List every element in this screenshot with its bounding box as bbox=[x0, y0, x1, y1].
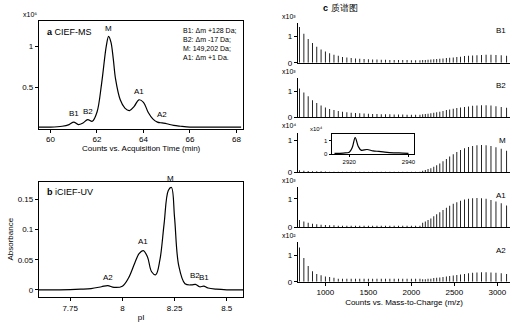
svg-text:x10⁴: x10⁴ bbox=[310, 126, 323, 132]
svg-text:1: 1 bbox=[288, 32, 293, 41]
svg-text:0: 0 bbox=[324, 151, 328, 157]
svg-text:2500: 2500 bbox=[445, 288, 463, 297]
svg-text:b iCIEF-UV: b iCIEF-UV bbox=[47, 187, 93, 197]
svg-text:1: 1 bbox=[288, 195, 293, 204]
svg-text:x10²: x10² bbox=[282, 232, 296, 239]
svg-text:0: 0 bbox=[29, 286, 34, 295]
svg-text:1: 1 bbox=[288, 87, 293, 96]
svg-text:M: M bbox=[499, 136, 506, 145]
svg-text:Counts vs. Acquisition Time (m: Counts vs. Acquisition Time (min) bbox=[82, 144, 201, 153]
svg-text:pI: pI bbox=[138, 313, 145, 322]
svg-text:1000: 1000 bbox=[316, 288, 334, 297]
svg-text:M: M bbox=[105, 24, 112, 33]
svg-text:66: 66 bbox=[186, 135, 195, 144]
svg-text:2000: 2000 bbox=[402, 288, 420, 297]
svg-text:M: M bbox=[167, 174, 174, 183]
svg-text:62: 62 bbox=[93, 135, 102, 144]
svg-text:B2: B2 bbox=[83, 107, 93, 116]
svg-text:x10⁶: x10⁶ bbox=[23, 11, 37, 18]
svg-text:0: 0 bbox=[288, 223, 293, 232]
svg-text:B1: Δm +128 Da;B2: Δm -17 Da;M: B1: Δm +128 Da;B2: Δm -17 Da;M: 149,202 … bbox=[183, 27, 237, 61]
svg-text:A2: A2 bbox=[496, 246, 506, 255]
svg-text:B1: B1 bbox=[199, 273, 209, 282]
svg-text:B2: B2 bbox=[496, 81, 506, 90]
svg-text:0: 0 bbox=[288, 113, 293, 122]
svg-text:1: 1 bbox=[288, 136, 293, 145]
svg-text:2940: 2940 bbox=[402, 159, 416, 165]
svg-text:0: 0 bbox=[288, 278, 293, 287]
svg-text:B1: B1 bbox=[496, 26, 506, 35]
svg-text:c 质谱图: c 质谱图 bbox=[323, 3, 358, 13]
svg-text:x10³: x10³ bbox=[282, 13, 296, 20]
svg-text:x10³: x10³ bbox=[282, 68, 296, 75]
svg-text:64: 64 bbox=[139, 135, 148, 144]
svg-text:8.5: 8.5 bbox=[221, 304, 233, 313]
svg-text:A1: A1 bbox=[134, 87, 144, 96]
svg-text:0.05: 0.05 bbox=[18, 256, 34, 265]
svg-text:0: 0 bbox=[288, 168, 293, 177]
svg-text:1: 1 bbox=[324, 138, 328, 144]
svg-text:B1: B1 bbox=[69, 109, 79, 118]
svg-text:A2: A2 bbox=[157, 110, 167, 119]
svg-text:A1: A1 bbox=[138, 237, 148, 246]
svg-text:2920: 2920 bbox=[343, 159, 357, 165]
svg-text:x10⁴: x10⁴ bbox=[282, 122, 296, 129]
svg-text:1: 1 bbox=[288, 251, 293, 260]
svg-text:x10³: x10³ bbox=[282, 177, 296, 184]
svg-text:0.15: 0.15 bbox=[18, 195, 34, 204]
svg-text:A1: A1 bbox=[496, 191, 506, 200]
svg-text:68: 68 bbox=[232, 135, 241, 144]
svg-text:1: 1 bbox=[29, 42, 34, 51]
svg-text:3000: 3000 bbox=[488, 288, 506, 297]
svg-text:0.5: 0.5 bbox=[22, 83, 34, 92]
svg-text:60: 60 bbox=[46, 135, 55, 144]
svg-text:0.1: 0.1 bbox=[22, 225, 34, 234]
svg-text:8.25: 8.25 bbox=[167, 304, 183, 313]
svg-text:A2: A2 bbox=[103, 273, 113, 282]
svg-text:1500: 1500 bbox=[359, 288, 377, 297]
svg-text:0: 0 bbox=[288, 59, 293, 68]
svg-text:a CIEF-MS: a CIEF-MS bbox=[47, 27, 92, 37]
svg-text:B2: B2 bbox=[190, 271, 200, 280]
svg-text:Counts vs. Mass-to-Charge (m/z: Counts vs. Mass-to-Charge (m/z) bbox=[345, 298, 463, 307]
svg-text:7.75: 7.75 bbox=[62, 304, 78, 313]
svg-text:8: 8 bbox=[120, 304, 125, 313]
svg-text:Absorbance: Absorbance bbox=[6, 217, 15, 260]
